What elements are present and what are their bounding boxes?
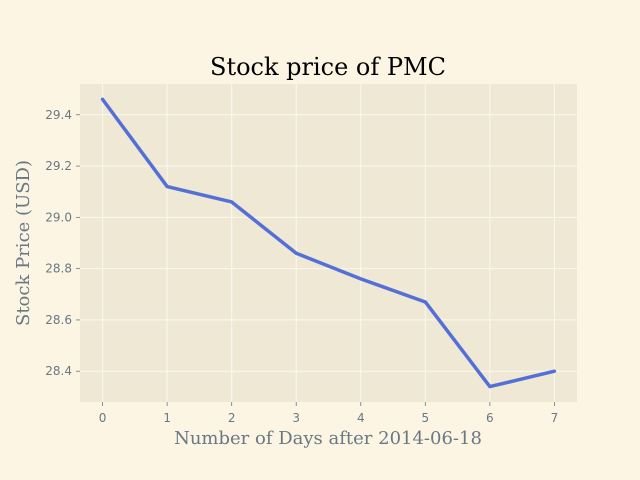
x-axis-ticks: 0 1 2 3 4 5 6 7: [99, 402, 558, 425]
data-point: [295, 252, 298, 255]
series-layer: [100, 97, 557, 389]
grid-lines: [80, 84, 577, 402]
y-axis-ticks: 28.4 28.6 28.8 29.0 29.2 29.4: [45, 108, 80, 378]
y-tick-label: 28.6: [45, 313, 72, 327]
x-tick-label: 3: [292, 411, 300, 425]
x-tick-label: 6: [486, 411, 494, 425]
y-tick-label: 29.4: [45, 108, 72, 122]
data-point: [165, 185, 169, 188]
x-tick-label: 2: [228, 411, 236, 425]
x-tick-label: 1: [163, 411, 171, 425]
y-tick-label: 28.4: [45, 364, 72, 378]
data-point: [101, 98, 104, 101]
plot-area: [80, 84, 577, 402]
series-line: [100, 97, 557, 389]
data-point: [230, 200, 233, 204]
data-point: [424, 300, 427, 304]
data-point: [553, 370, 556, 373]
data-point: [359, 277, 362, 281]
y-tick-label: 28.8: [45, 262, 72, 276]
y-tick-label: 29.0: [45, 210, 72, 224]
x-tick-label: 4: [357, 411, 365, 425]
chart-title: Stock price of PMC: [210, 53, 446, 81]
y-axis-label: Stock Price (USD): [13, 160, 34, 326]
x-tick-label: 5: [421, 411, 429, 425]
x-tick-label: 0: [99, 411, 107, 425]
data-point: [488, 385, 492, 388]
x-axis-label: Number of Days after 2014-06-18: [174, 428, 482, 449]
y-tick-label: 29.2: [45, 159, 72, 173]
x-tick-label: 7: [551, 411, 559, 425]
